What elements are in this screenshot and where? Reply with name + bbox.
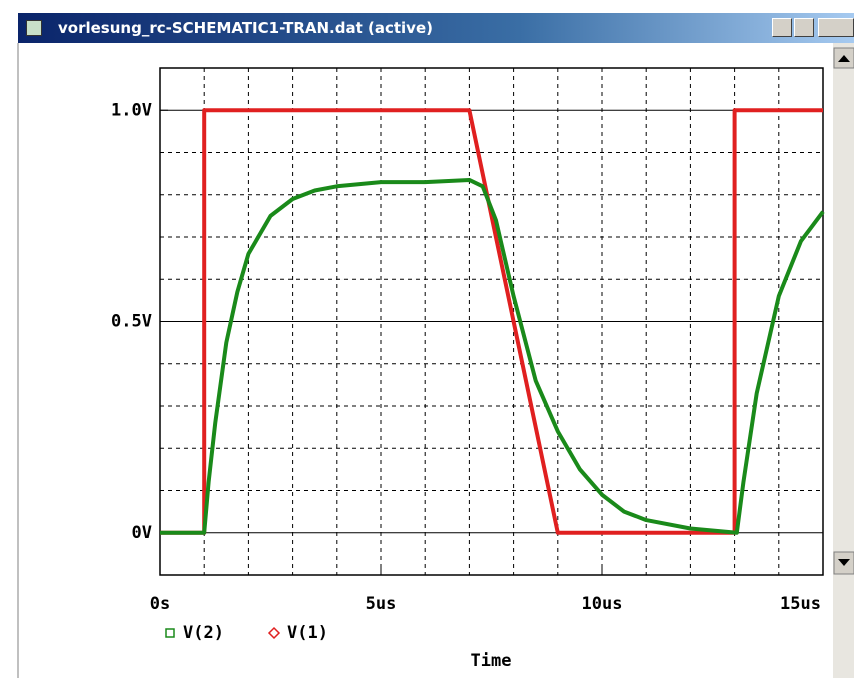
x-tick-label: 0s <box>150 594 170 614</box>
legend-label: V(1) <box>287 623 328 643</box>
x-tick-label: 10us <box>582 594 623 614</box>
y-tick-label: 0.5V <box>111 312 152 332</box>
legend-marker <box>267 626 281 640</box>
window-title: vorlesung_rc-SCHEMATIC1-TRAN.dat (active… <box>58 19 433 37</box>
x-tick-label: 15us <box>780 594 821 614</box>
y-tick-label: 1.0V <box>111 100 152 120</box>
y-tick-label: 0V <box>132 523 152 543</box>
window-icon <box>26 20 42 36</box>
legend-marker <box>165 628 175 638</box>
legend-label: V(2) <box>183 623 224 643</box>
plot-frame <box>159 67 824 576</box>
series-line <box>160 177 825 535</box>
series-line <box>160 108 823 535</box>
minimize-button[interactable] <box>772 18 792 37</box>
maximize-button[interactable] <box>794 18 814 37</box>
title-bar: vorlesung_rc-SCHEMATIC1-TRAN.dat (active… <box>18 13 854 43</box>
x-tick-label: 5us <box>366 594 397 614</box>
x-axis-label: Time <box>471 651 512 671</box>
arrow-up <box>838 55 850 62</box>
arrow-down <box>838 559 850 566</box>
plot-window <box>18 43 833 678</box>
scrollbar[interactable] <box>833 43 854 678</box>
